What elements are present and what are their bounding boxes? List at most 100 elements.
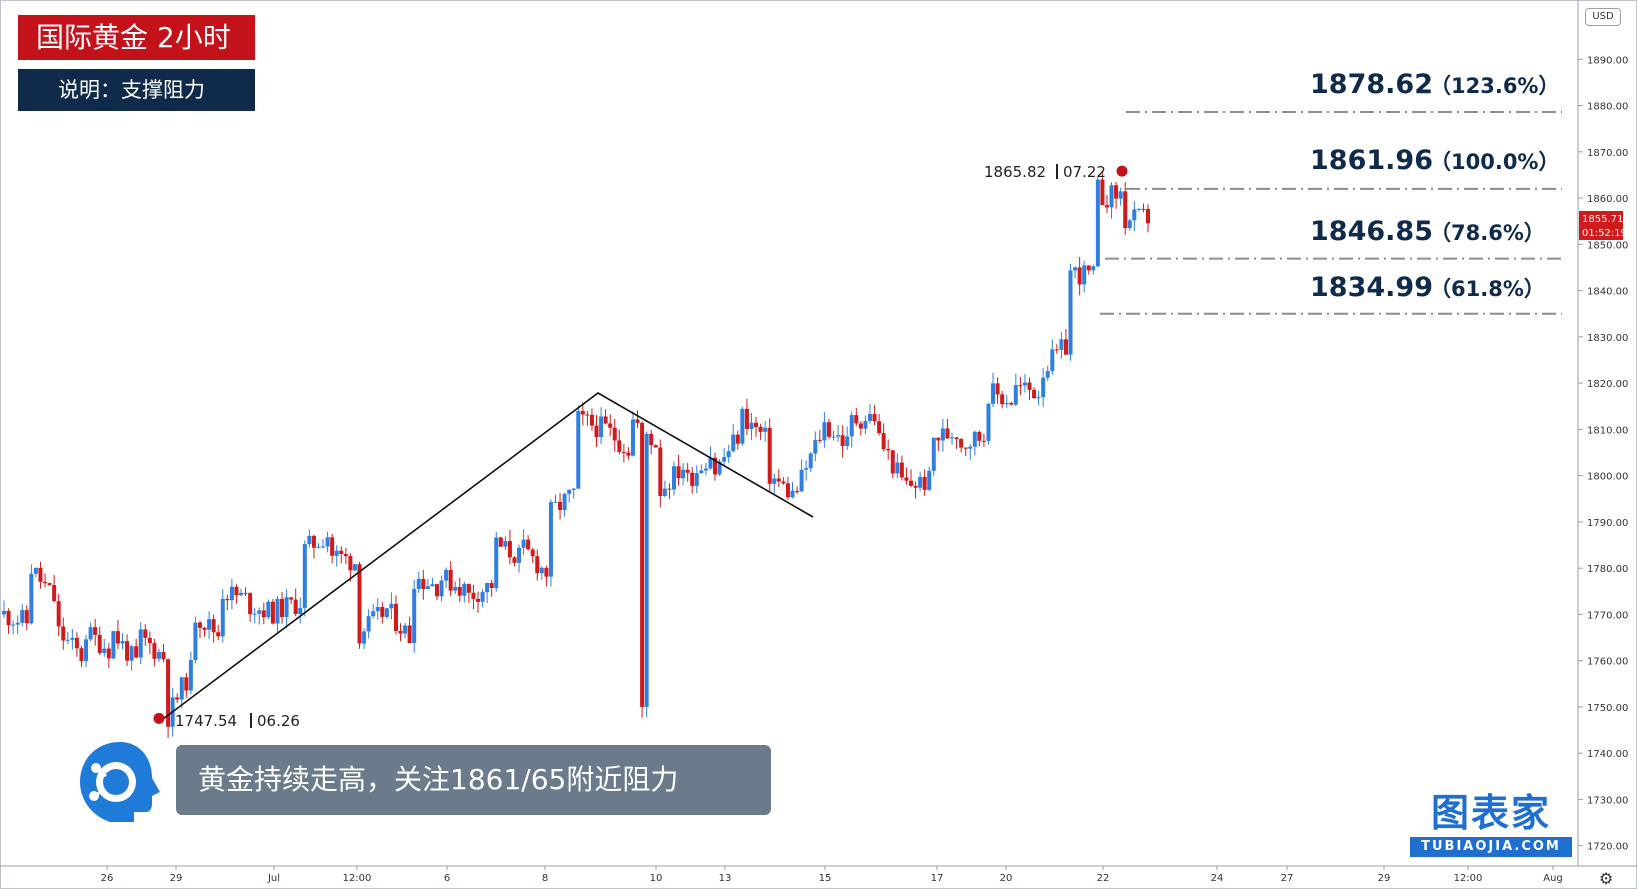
candle-body xyxy=(991,383,996,404)
candle-body xyxy=(248,593,253,615)
candle-body xyxy=(33,567,38,574)
y-tick-label: 1890.00 xyxy=(1587,55,1628,66)
candle-body xyxy=(1104,205,1109,208)
candle-body xyxy=(371,611,376,617)
candle-body xyxy=(494,537,499,589)
candle-body xyxy=(93,627,98,635)
candle-body xyxy=(225,598,230,601)
candle-body xyxy=(836,435,841,437)
candle-body xyxy=(735,434,740,444)
candle-body xyxy=(517,547,522,563)
candle-body xyxy=(539,567,544,574)
candle-body xyxy=(649,433,654,446)
candle-body xyxy=(65,639,70,641)
candle-body xyxy=(293,599,298,615)
candle-body xyxy=(216,632,221,637)
candle-body xyxy=(462,583,467,596)
candle-body xyxy=(886,449,891,451)
candle-body xyxy=(211,619,216,633)
candle-body xyxy=(298,607,303,615)
candle-body xyxy=(1127,220,1132,229)
candle-body xyxy=(945,428,950,439)
candle-body xyxy=(589,414,594,426)
candle-body xyxy=(56,601,61,627)
candle-body xyxy=(1077,267,1082,285)
x-tick-label: 12:00 xyxy=(343,873,372,884)
candle-body xyxy=(1141,208,1146,210)
x-tick-label: 20 xyxy=(1000,873,1013,884)
candle-body xyxy=(995,383,1000,395)
gear-icon[interactable]: ⚙ xyxy=(1599,869,1614,888)
candle-body xyxy=(562,493,567,511)
candle-body xyxy=(498,537,503,547)
candle-body xyxy=(608,423,613,428)
candle-body xyxy=(70,637,75,640)
candle-body xyxy=(954,437,959,440)
candle-body xyxy=(1013,385,1018,405)
candle-body xyxy=(576,410,581,489)
candle-body xyxy=(152,643,157,659)
candle-body xyxy=(781,481,786,484)
candle-body xyxy=(156,651,161,659)
candle-body xyxy=(772,478,777,484)
candle-body xyxy=(617,440,622,452)
candle-body xyxy=(207,619,212,630)
candle-body xyxy=(161,651,166,660)
y-tick-label: 1720.00 xyxy=(1587,842,1628,853)
candle-body xyxy=(717,461,722,475)
pivot-price-label: 1865.82 xyxy=(984,163,1046,181)
candle-body xyxy=(11,624,16,626)
watermark-url: TUBIAOJIA.COM xyxy=(1410,837,1572,857)
x-tick-label: 24 xyxy=(1211,873,1224,884)
candle-body xyxy=(275,598,280,624)
candle-body xyxy=(106,648,111,659)
candle-body xyxy=(1146,208,1150,224)
y-tick-label: 1800.00 xyxy=(1587,472,1628,483)
candle-body xyxy=(389,603,394,609)
candle-body xyxy=(476,598,481,602)
candle-body xyxy=(667,488,672,490)
candle-body xyxy=(694,473,699,487)
x-tick-label: 22 xyxy=(1097,873,1110,884)
candle-body xyxy=(713,457,718,475)
candle-body xyxy=(585,414,590,416)
candle-body xyxy=(466,583,471,593)
candle-body xyxy=(266,601,271,618)
candle-body xyxy=(804,468,809,470)
candle-body xyxy=(20,610,25,623)
candle-body xyxy=(1063,339,1068,355)
candle-body xyxy=(722,457,727,462)
x-tick-label: 6 xyxy=(444,873,450,884)
candle-body xyxy=(316,546,321,548)
candle-body xyxy=(480,592,485,602)
candle-body xyxy=(1136,208,1141,210)
candle-body xyxy=(908,480,913,486)
candle-body xyxy=(959,439,964,448)
x-tick-label: Jul xyxy=(267,873,280,884)
candle-body xyxy=(890,450,895,474)
candle-body xyxy=(799,469,804,492)
candle-body xyxy=(289,597,294,600)
candle-body xyxy=(257,610,262,614)
candle-body xyxy=(179,677,184,700)
candle-body xyxy=(416,578,421,589)
x-tick-label: 29 xyxy=(170,873,183,884)
candle-body xyxy=(503,541,508,547)
candle-body xyxy=(895,462,900,474)
candle-body xyxy=(307,535,312,545)
candle-body xyxy=(558,501,563,511)
candle-body xyxy=(362,631,367,644)
fib-level-percent: （123.6%） xyxy=(1430,74,1559,98)
candle-body xyxy=(444,569,449,581)
x-tick-label: 15 xyxy=(819,873,832,884)
candle-body xyxy=(384,608,389,617)
x-tick-label: 27 xyxy=(1281,873,1294,884)
candle-body xyxy=(439,580,444,597)
candle-body xyxy=(621,451,626,453)
candle-body xyxy=(1086,265,1091,271)
candle-body xyxy=(676,466,681,479)
candle-body xyxy=(143,629,148,638)
current-price-tag xyxy=(1579,211,1623,240)
currency-selector[interactable]: USD xyxy=(1585,8,1621,26)
